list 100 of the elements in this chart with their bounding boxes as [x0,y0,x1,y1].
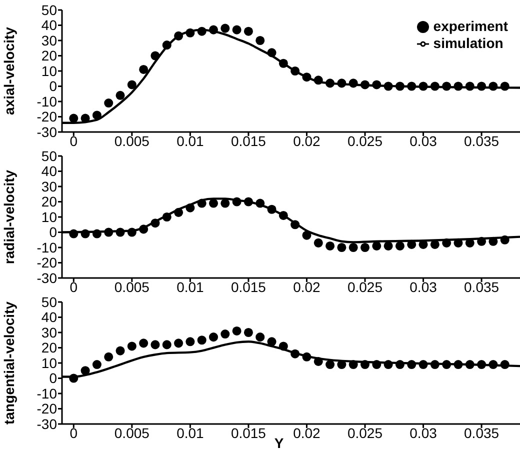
point [500,82,510,91]
point [127,342,136,351]
point [92,360,102,370]
y-axis-title: tangential-velocity [0,301,17,424]
x-tick-label: 0.02 [293,278,321,295]
y-tick-label: 20 [41,194,58,210]
point [442,360,452,370]
point [208,25,218,34]
point [162,40,172,50]
point [174,338,184,348]
point [92,229,102,238]
y-tick-label: 10 [41,208,58,225]
y-tick-label: 50 [41,2,58,18]
point [442,82,452,91]
point [150,340,160,350]
x-tick-label: 0.005 [114,132,150,149]
y-tick-label: 0 [49,224,58,240]
point [430,82,440,91]
point [256,198,265,208]
point [220,330,230,339]
x-tick-label: 0.03 [410,424,438,441]
point [80,229,90,238]
point [267,337,276,346]
point [314,76,323,85]
point [348,360,358,370]
point [407,82,416,91]
point [326,241,335,250]
point [395,360,404,370]
x-tick-label: 0.005 [114,278,150,295]
x-tick-label: 0.02 [293,132,321,149]
point [314,356,323,366]
y-tick-label: -20 [36,254,58,271]
point [127,80,136,90]
x-tick-label: 0.03 [410,278,438,295]
y-tick-label: 30 [41,324,58,340]
point [208,198,218,208]
point [384,241,393,250]
point [104,98,114,108]
x-tick-label: 0.03 [410,132,438,149]
y-tick-label: 30 [41,178,58,194]
point [267,204,276,214]
point [69,229,78,238]
y-tick-label: 40 [41,17,58,34]
y-tick-label: 0 [49,78,58,94]
point [372,80,382,90]
point [384,82,393,91]
point [302,352,312,362]
point [360,242,370,252]
x-tick-label: 0 [70,424,78,441]
x-tick-label: 0.015 [230,424,266,441]
point [477,360,486,370]
point [69,374,78,383]
y-tick-label: -20 [36,400,58,417]
point [384,360,393,370]
y-tick-label: -20 [36,108,58,125]
y-tick-label: 30 [41,32,58,48]
point [104,352,114,362]
point [197,336,206,345]
x-tick-label: 0.01 [176,424,204,441]
y-tick-label: -30 [36,416,58,432]
point [337,242,346,252]
point [488,236,498,246]
point [488,360,498,370]
x-tick-label: 0.005 [114,424,150,441]
point [314,238,323,248]
y-tick-label: -10 [36,385,58,402]
point [302,72,312,82]
point [372,360,382,370]
point [278,58,288,68]
y-tick-label: -10 [36,239,58,256]
y-tick-label: 40 [41,163,58,180]
x-tick-label: 0.035 [464,278,500,295]
point [290,66,300,76]
point [127,228,136,237]
point [360,80,370,90]
point [337,78,346,88]
x-tick-label: 0.025 [347,278,383,295]
x-tick-label: 0.025 [347,132,383,149]
point [162,340,172,350]
point [360,360,370,370]
legend-label: simulation [433,35,504,51]
y-tick-label: 20 [41,48,58,64]
point [500,235,510,244]
point [418,360,428,370]
point [488,82,498,91]
point [500,360,510,370]
point [407,360,416,370]
point [80,366,90,376]
x-tick-label: 0.02 [293,424,321,441]
y-tick-label: 20 [41,340,58,356]
point [139,224,148,234]
point [220,198,230,208]
point [116,228,125,237]
x-axis-title: Y [274,435,284,451]
point [220,24,230,33]
x-tick-label: 0.01 [176,132,204,149]
x-tick-label: 0 [70,278,78,295]
y-tick-label: 0 [49,370,58,386]
point [430,360,440,370]
point [407,240,416,249]
